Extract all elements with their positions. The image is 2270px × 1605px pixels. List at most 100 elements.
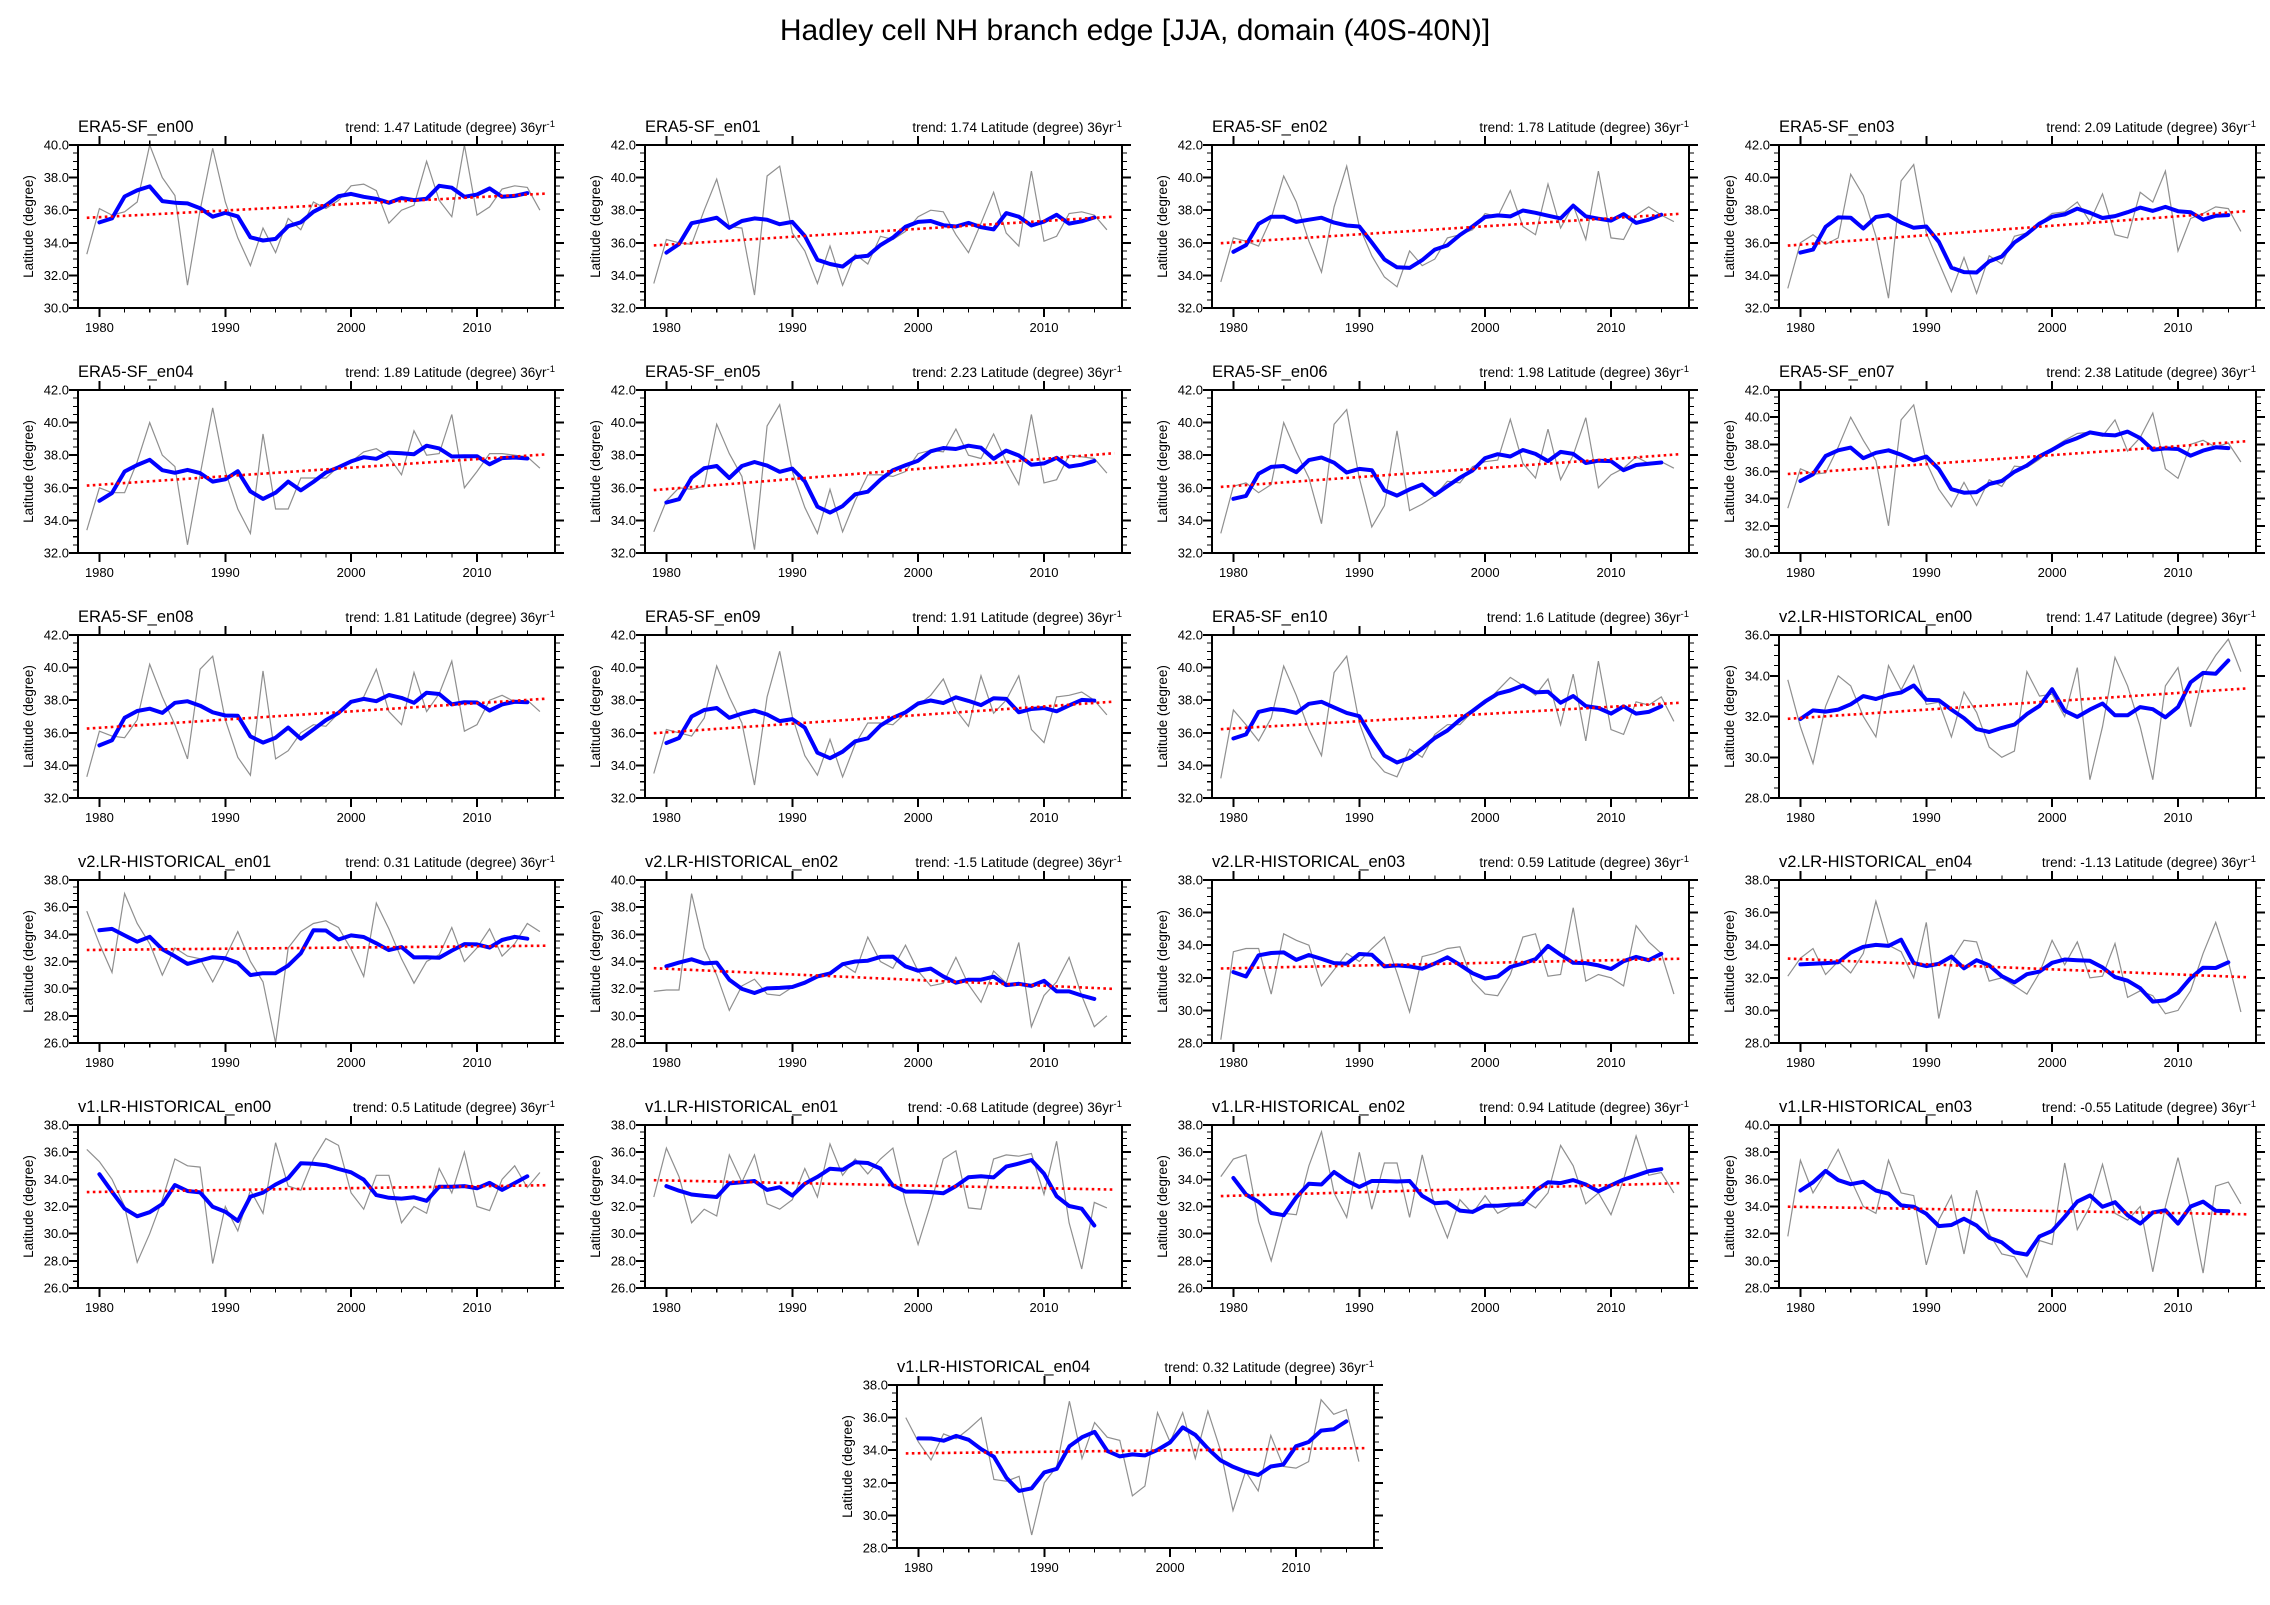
minor-ticks: [1207, 140, 1694, 313]
y-tick-label: 36.0: [1178, 1145, 1203, 1160]
y-tick-label: 34.0: [1178, 513, 1203, 528]
panel-title: v1.LR-HISTORICAL_en00: [78, 1098, 271, 1116]
plot-box: [1211, 144, 1690, 309]
smoothed-series-line: [1798, 937, 2231, 1004]
minor-ticks: [640, 630, 1127, 803]
major-ticks: [636, 626, 1131, 807]
y-tick-label: 42.0: [44, 383, 69, 398]
x-tick-label: 2000: [337, 1055, 366, 1070]
y-tick-label: 30.0: [44, 1226, 69, 1241]
y-tick-label: 28.0: [1745, 1281, 1770, 1296]
major-ticks: [1770, 136, 2265, 317]
y-tick-label: 42.0: [1745, 383, 1770, 398]
plot-box: [77, 389, 556, 554]
y-tick-label: 28.0: [44, 1253, 69, 1268]
y-axis-label: Latitude (degree): [21, 1155, 36, 1258]
trend-line: [1220, 957, 1682, 970]
trend-label: trend: 1.47 Latitude (degree) 36yr-1: [2046, 609, 2256, 625]
y-tick-label: 34.0: [1178, 1172, 1203, 1187]
y-axis-label: Latitude (degree): [1155, 175, 1170, 278]
y-tick-label: 36.0: [1745, 905, 1770, 920]
smoothed-series-line: [1798, 204, 2231, 275]
x-tick-label: 2000: [904, 1300, 933, 1315]
y-tick-label: 36.0: [1178, 480, 1203, 495]
minor-ticks: [640, 140, 1127, 313]
y-tick-label: 28.0: [1745, 1036, 1770, 1051]
major-ticks: [69, 381, 564, 562]
y-tick-label: 30.0: [1745, 1003, 1770, 1018]
smoothed-series-line: [97, 690, 530, 748]
y-tick-label: 38.0: [611, 693, 636, 708]
y-tick-label: 32.0: [1178, 791, 1203, 806]
raw-series-line: [86, 1137, 541, 1265]
trend-label: trend: 1.81 Latitude (degree) 36yr-1: [345, 609, 555, 625]
trend-label: trend: 2.09 Latitude (degree) 36yr-1: [2046, 119, 2256, 135]
trend-line: [86, 453, 548, 487]
y-tick-label: 34.0: [1178, 938, 1203, 953]
smoothed-series-line: [97, 443, 530, 503]
y-axis-label: Latitude (degree): [1722, 175, 1737, 278]
y-tick-label: 36.0: [1745, 1172, 1770, 1187]
smoothed-series-line: [916, 1419, 1349, 1493]
y-tick-label: 34.0: [1745, 938, 1770, 953]
panel-title: ERA5-SF_en10: [1212, 608, 1328, 626]
x-tick-label: 2000: [337, 1300, 366, 1315]
x-tick-label: 1990: [1345, 1300, 1374, 1315]
y-tick-label: 34.0: [611, 1172, 636, 1187]
trend-line: [1220, 1181, 1682, 1198]
plot-box: [1778, 879, 2257, 1044]
trend-line: [653, 1178, 1115, 1191]
raw-series-line: [1220, 654, 1675, 779]
trend-line: [905, 1446, 1367, 1455]
x-tick-label: 1990: [211, 320, 240, 335]
minor-ticks: [1207, 630, 1694, 803]
y-tick-label: 38.0: [1178, 203, 1203, 218]
minor-ticks: [73, 875, 560, 1048]
y-tick-label: 42.0: [611, 383, 636, 398]
panel-chart: v1.LR-HISTORICAL_en01 trend: -0.68 Latit…: [588, 1098, 1131, 1315]
plot-box: [644, 1124, 1123, 1289]
x-tick-label: 1990: [1912, 320, 1941, 335]
trend-label: trend: 1.47 Latitude (degree) 36yr-1: [345, 119, 555, 135]
y-tick-label: 26.0: [1178, 1281, 1203, 1296]
panel-chart: ERA5-SF_en07 trend: 2.38 Latitude (degre…: [1722, 363, 2265, 580]
trend-line: [653, 451, 1115, 492]
y-tick-label: 42.0: [611, 138, 636, 153]
panel-chart: ERA5-SF_en06 trend: 1.98 Latitude (degre…: [1155, 363, 1698, 580]
y-axis-label: Latitude (degree): [1155, 1155, 1170, 1258]
y-tick-label: 40.0: [611, 170, 636, 185]
panel-chart: ERA5-SF_en04 trend: 1.89 Latitude (degre…: [21, 363, 564, 580]
y-tick-label: 26.0: [611, 1281, 636, 1296]
y-tick-label: 32.0: [44, 546, 69, 561]
x-tick-label: 2010: [1597, 565, 1626, 580]
smoothed-series-line: [1798, 1168, 2231, 1257]
major-ticks: [888, 1376, 1383, 1557]
smoothed-series-line: [664, 954, 1097, 1001]
x-tick-label: 1990: [1345, 565, 1374, 580]
raw-series-line: [653, 893, 1108, 1029]
raw-series-line: [86, 407, 541, 545]
y-tick-label: 36.0: [1745, 464, 1770, 479]
x-tick-label: 1990: [211, 810, 240, 825]
x-tick-label: 2000: [337, 320, 366, 335]
smoothed-series-line: [97, 926, 530, 978]
plot-box: [77, 879, 556, 1044]
x-tick-label: 1990: [1345, 810, 1374, 825]
minor-ticks: [1774, 385, 2261, 558]
x-tick-label: 2010: [1597, 320, 1626, 335]
panel-title: ERA5-SF_en09: [645, 608, 761, 626]
plot-box: [1778, 1124, 2257, 1289]
x-tick-label: 2010: [463, 1055, 492, 1070]
panel-chart: ERA5-SF_en03 trend: 2.09 Latitude (degre…: [1722, 118, 2265, 335]
y-axis-label: Latitude (degree): [21, 175, 36, 278]
y-tick-label: 38.0: [44, 448, 69, 463]
plot-box: [77, 1124, 556, 1289]
panel-title: v2.LR-HISTORICAL_en03: [1212, 853, 1405, 871]
minor-ticks: [73, 140, 560, 313]
major-ticks: [636, 1116, 1131, 1297]
panel-title: ERA5-SF_en08: [78, 608, 194, 626]
panel-title: v1.LR-HISTORICAL_en01: [645, 1098, 838, 1116]
trend-line: [1220, 452, 1682, 489]
x-tick-label: 1980: [85, 1055, 114, 1070]
